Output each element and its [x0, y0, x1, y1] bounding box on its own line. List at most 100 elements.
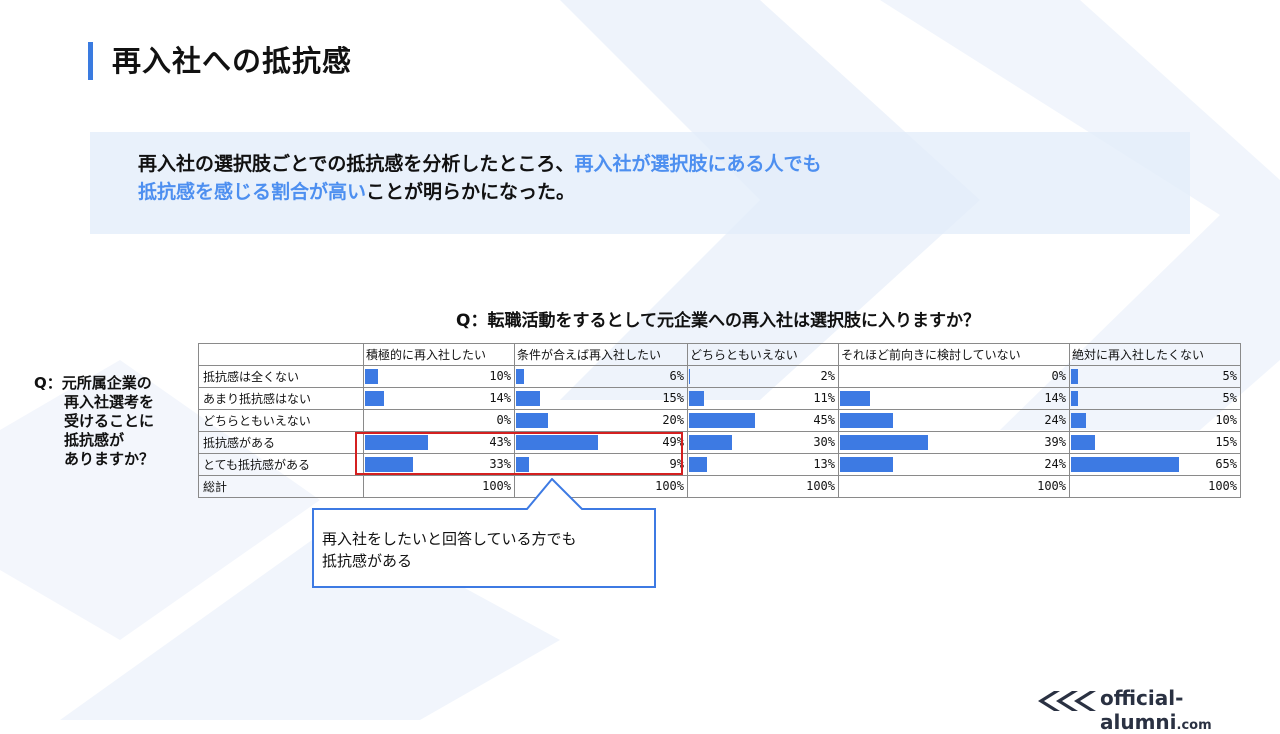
row-question-line: Q：元所属企業の	[34, 374, 152, 392]
row-label: 抵抗感がある	[198, 431, 364, 454]
column-header: どちらともいえない	[687, 343, 839, 366]
summary-text: 再入社の選択肢ごとでの抵抗感を分析したところ、再入社が選択肢にある人でも 抵抗感…	[138, 150, 821, 206]
data-cell: 24%	[838, 453, 1070, 476]
data-cell: 15%	[1069, 431, 1241, 454]
data-cell: 20%	[514, 409, 688, 432]
value-label: 24%	[1044, 413, 1066, 427]
value-bar	[689, 369, 690, 384]
corner-cell	[198, 343, 364, 366]
column-header: 積極的に再入社したい	[363, 343, 515, 366]
data-cell: 39%	[838, 431, 1070, 454]
data-cell: 5%	[1069, 365, 1241, 388]
data-cell: 9%	[514, 453, 688, 476]
row-question-line: ありますか？	[64, 450, 155, 468]
value-label: 5%	[1222, 369, 1237, 383]
header-row: 積極的に再入社したい 条件が合えば再入社したい どちらともいえない それほど前向…	[198, 343, 1241, 366]
column-header: 条件が合えば再入社したい	[514, 343, 688, 366]
data-cell: 45%	[687, 409, 839, 432]
callout-line1: 再入社をしたいと回答している方でも	[322, 530, 577, 548]
summary-part1: 再入社の選択肢ごとでの抵抗感を分析したところ、	[138, 153, 575, 175]
value-bar	[1071, 413, 1086, 428]
value-bar	[689, 391, 704, 406]
value-label: 10%	[489, 369, 511, 383]
total-label: 100%	[1208, 479, 1237, 493]
row-label: 総計	[198, 475, 364, 498]
value-label: 11%	[813, 391, 835, 405]
value-bar	[689, 457, 707, 472]
data-cell: 43%	[363, 431, 515, 454]
value-label: 65%	[1215, 457, 1237, 471]
value-label: 20%	[662, 413, 684, 427]
row-question-line: 受けることに	[64, 412, 155, 430]
data-cell: 0%	[363, 409, 515, 432]
data-cell: 11%	[687, 387, 839, 410]
total-cell: 100%	[838, 475, 1070, 498]
value-bar	[365, 457, 413, 472]
column-header: それほど前向きに検討していない	[838, 343, 1070, 366]
row-question: Q：元所属企業の 再入社選考を 受けることに 抵抗感が ありますか？	[34, 374, 194, 469]
value-bar	[689, 435, 732, 450]
total-label: 100%	[482, 479, 511, 493]
data-cell: 13%	[687, 453, 839, 476]
callout-line2: 抵抗感がある	[322, 552, 413, 570]
summary-highlight2: 抵抗感を感じる割合が高い	[138, 181, 367, 203]
value-bar	[516, 391, 540, 406]
value-label: 45%	[813, 413, 835, 427]
row-label: とても抵抗感がある	[198, 453, 364, 476]
data-cell: 65%	[1069, 453, 1241, 476]
value-label: 5%	[1222, 391, 1237, 405]
column-question: Q：転職活動をするとして元企業への再入社は選択肢に入りますか？	[456, 311, 980, 331]
data-cell: 10%	[1069, 409, 1241, 432]
row-label: あまり抵抗感はない	[198, 387, 364, 410]
data-cell: 2%	[687, 365, 839, 388]
value-label: 0%	[496, 413, 511, 427]
value-bar	[516, 457, 530, 472]
data-cell: 15%	[514, 387, 688, 410]
value-bar	[516, 413, 549, 428]
value-bar	[840, 391, 871, 406]
value-label: 24%	[1044, 457, 1066, 471]
value-bar	[1071, 457, 1180, 472]
value-label: 13%	[813, 457, 835, 471]
value-label: 33%	[489, 457, 511, 471]
value-label: 10%	[1215, 413, 1237, 427]
summary-box: 再入社の選択肢ごとでの抵抗感を分析したところ、再入社が選択肢にある人でも 抵抗感…	[90, 132, 1190, 234]
data-cell: 5%	[1069, 387, 1241, 410]
row-label: どちらともいえない	[198, 409, 364, 432]
value-bar	[840, 457, 894, 472]
value-bar	[1071, 435, 1095, 450]
cross-tab-table: 積極的に再入社したい 条件が合えば再入社したい どちらともいえない それほど前向…	[198, 343, 1241, 498]
data-cell: 6%	[514, 365, 688, 388]
summary-highlight1: 再入社が選択肢にある人でも	[574, 153, 822, 175]
value-bar	[689, 413, 755, 428]
table-row: どちらともいえない 0% 20% 45% 24% 10%	[198, 409, 1241, 432]
value-label: 14%	[489, 391, 511, 405]
total-cell: 100%	[363, 475, 515, 498]
value-label: 6%	[669, 369, 684, 383]
value-label: 39%	[1044, 435, 1066, 449]
table-row: あまり抵抗感はない 14% 15% 11% 14% 5%	[198, 387, 1241, 410]
value-label: 0%	[1051, 369, 1066, 383]
value-label: 2%	[820, 369, 835, 383]
value-bar	[1071, 369, 1078, 384]
value-bar	[516, 435, 599, 450]
page-title: 再入社への抵抗感	[112, 44, 353, 78]
data-cell: 10%	[363, 365, 515, 388]
title-accent-bar	[88, 42, 93, 80]
total-label: 100%	[1037, 479, 1066, 493]
callout-text: 再入社をしたいと回答している方でも 抵抗感がある	[322, 528, 577, 572]
highlight-box	[355, 432, 683, 475]
logo-text: official-alumni.com	[1100, 686, 1280, 734]
table-row: 抵抗感は全くない 10% 6% 2% 0% 5%	[198, 365, 1241, 388]
total-cell: 100%	[1069, 475, 1241, 498]
data-cell: 30%	[687, 431, 839, 454]
value-label: 15%	[662, 391, 684, 405]
value-bar	[1071, 391, 1078, 406]
value-bar	[840, 413, 894, 428]
data-cell: 24%	[838, 409, 1070, 432]
callout-bubble	[312, 478, 656, 588]
value-bar	[840, 435, 928, 450]
value-label: 30%	[813, 435, 835, 449]
total-label: 100%	[806, 479, 835, 493]
value-label: 43%	[489, 435, 511, 449]
